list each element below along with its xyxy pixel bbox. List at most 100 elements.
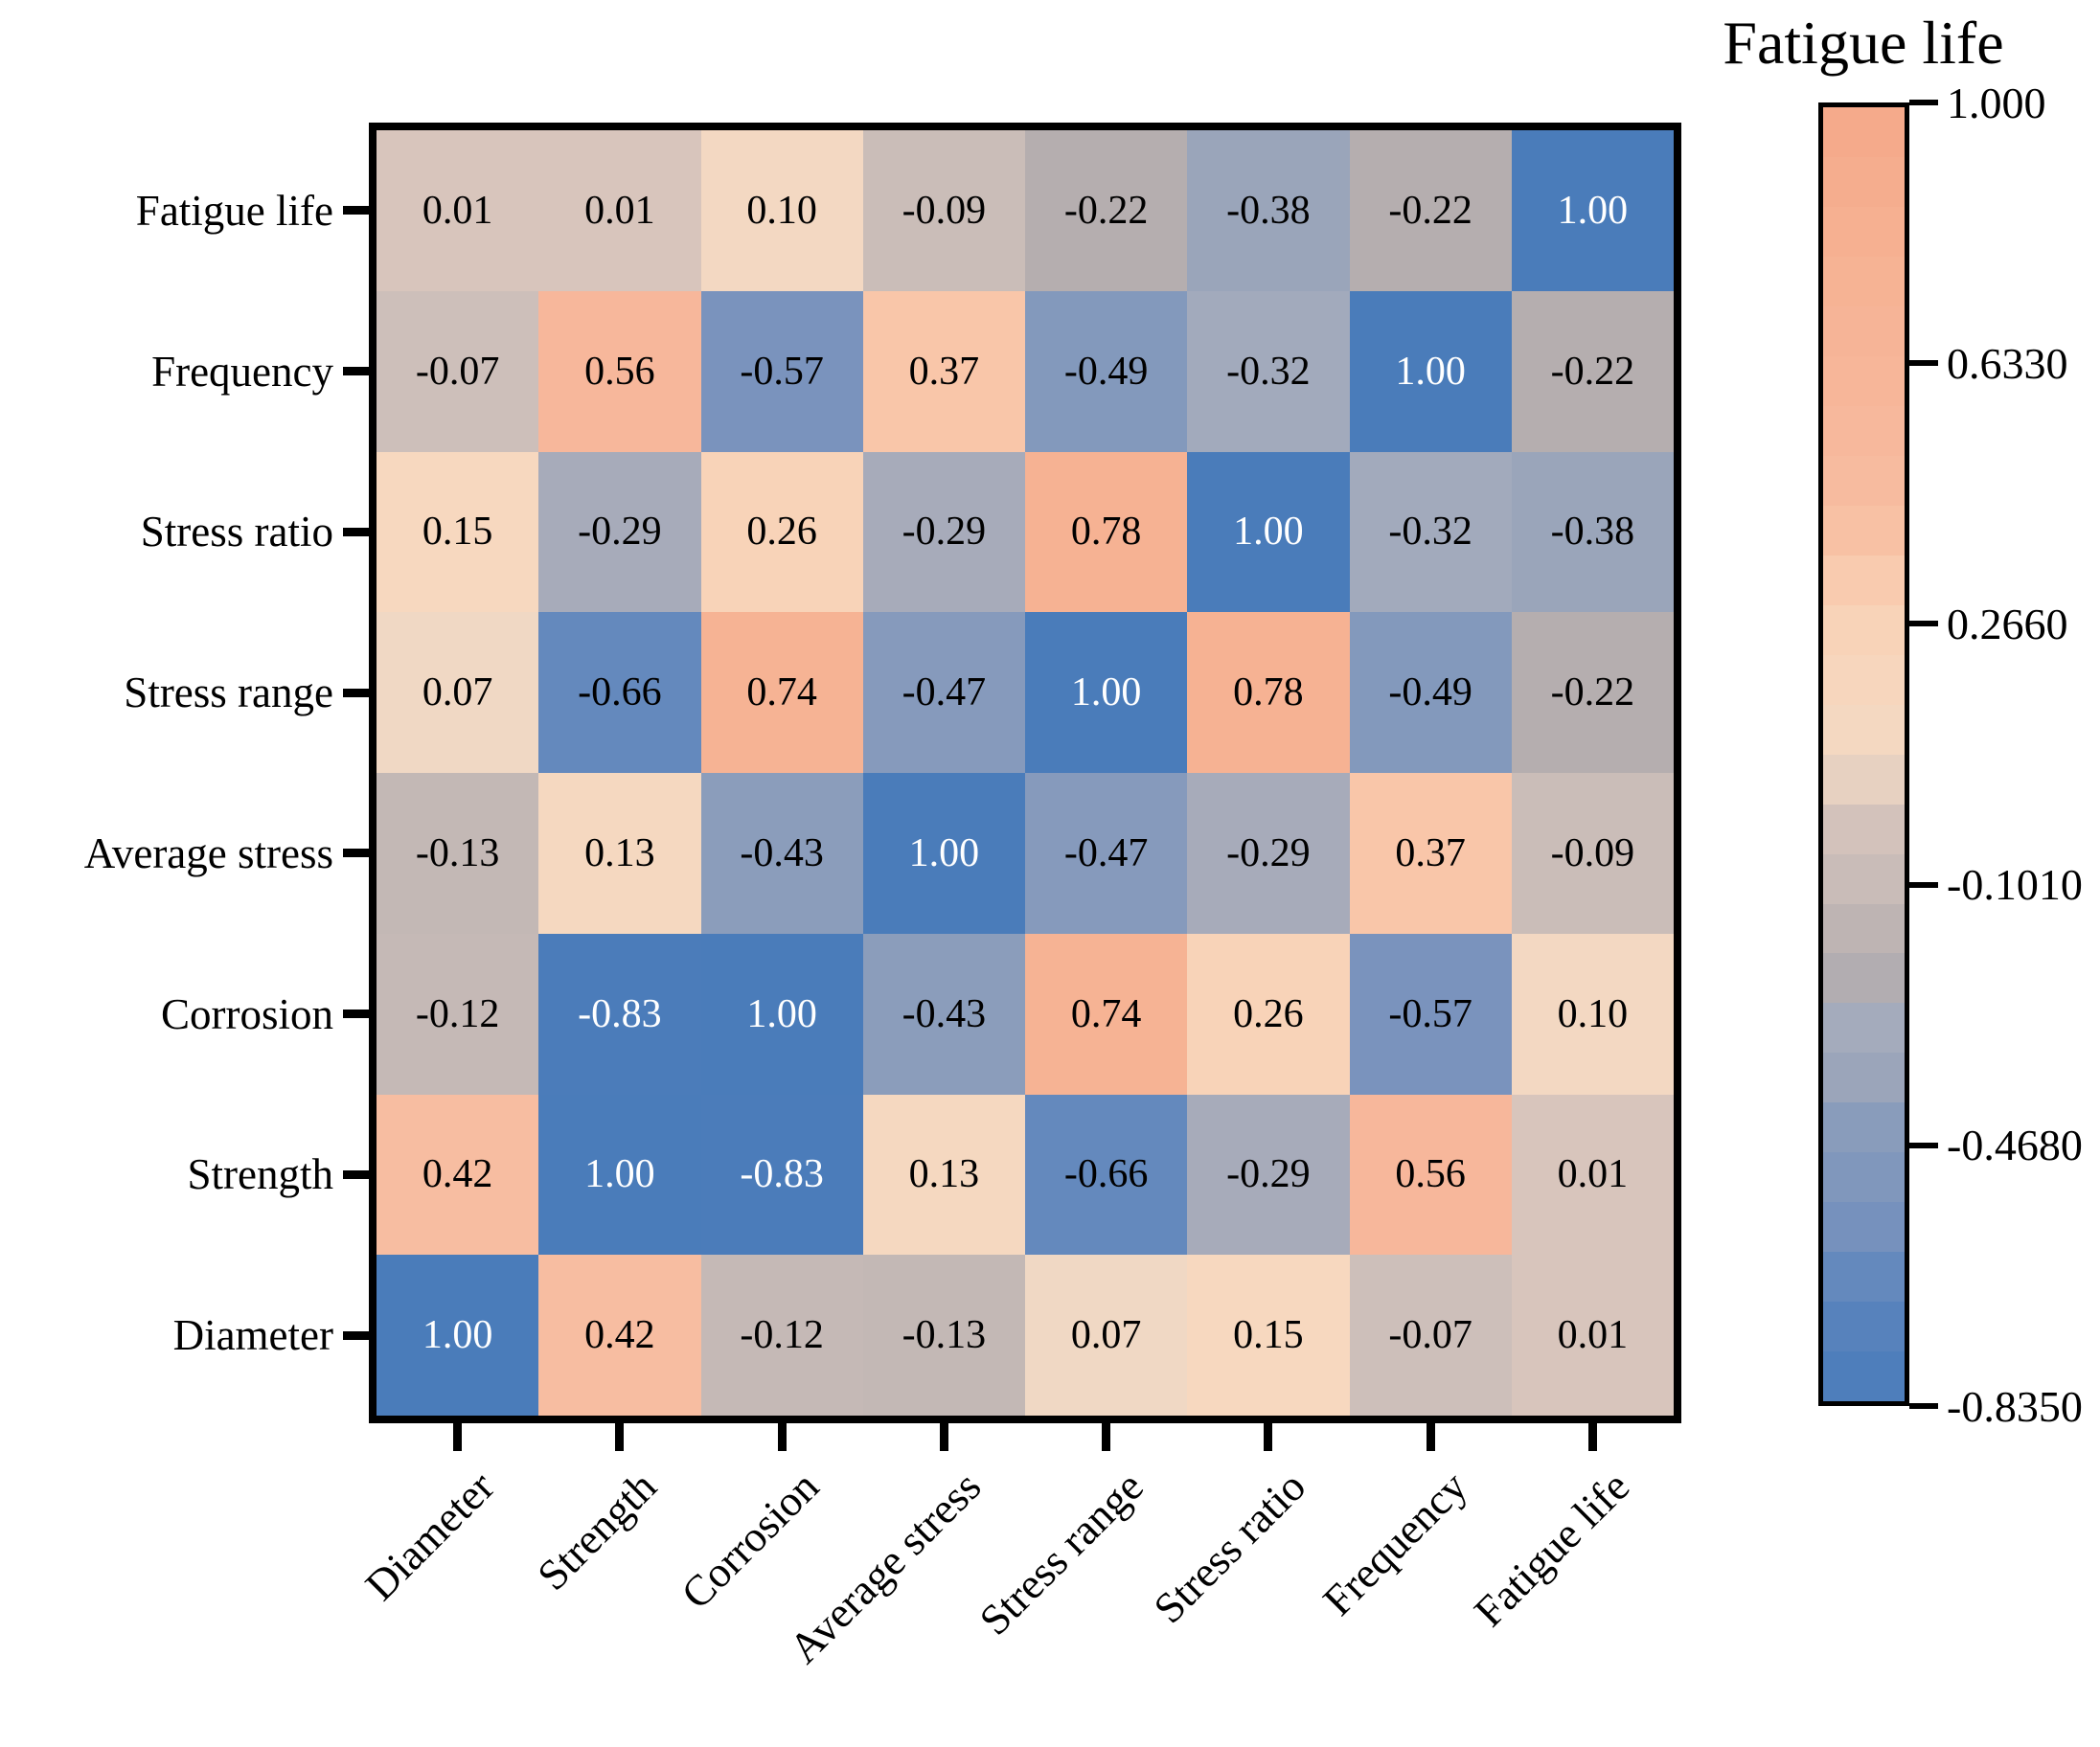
heatmap-cell: -0.38 <box>1511 451 1674 613</box>
colorbar-band <box>1823 1152 1905 1203</box>
x-tick <box>1102 1423 1111 1451</box>
heatmap-cell: 0.07 <box>377 612 539 773</box>
heatmap-cell: 0.74 <box>700 612 863 773</box>
heatmap-cell: -0.22 <box>1511 612 1674 773</box>
x-tick <box>777 1423 787 1451</box>
colorbar-tick <box>1909 1403 1938 1409</box>
x-axis-label: Frequency <box>1313 1462 1477 1625</box>
heatmap-cell: -0.29 <box>862 451 1025 613</box>
heatmap-cell: 0.07 <box>1025 1255 1188 1416</box>
heatmap-cell: -0.22 <box>1025 130 1188 291</box>
heatmap-cell: 1.00 <box>862 773 1025 934</box>
x-axis-label: Diameter <box>355 1462 504 1610</box>
heatmap-cell: -0.66 <box>538 612 701 773</box>
heatmap-cell: -0.12 <box>377 933 539 1095</box>
y-tick <box>343 1010 370 1019</box>
y-axis-label: Diameter <box>172 1311 333 1360</box>
colorbar-gradient <box>1823 107 1905 1402</box>
colorbar-band <box>1823 306 1905 356</box>
y-axis-label: Corrosion <box>161 989 333 1038</box>
x-axis-label: Fatigue life <box>1465 1462 1639 1636</box>
heatmap-cell: -0.49 <box>1349 612 1512 773</box>
colorbar-tick-label: 0.2660 <box>1947 599 2068 648</box>
y-tick <box>343 1169 370 1179</box>
colorbar-band <box>1823 505 1905 556</box>
y-tick <box>343 849 370 858</box>
heatmap-cell: 1.00 <box>1349 290 1512 452</box>
colorbar-title: Fatigue life <box>1723 9 2004 77</box>
heatmap-cell: 0.37 <box>1349 773 1512 934</box>
heatmap-cell: 0.01 <box>538 130 701 291</box>
colorbar-band <box>1823 1302 1905 1352</box>
heatmap-cell: -0.29 <box>1187 773 1350 934</box>
colorbar-band <box>1823 206 1905 257</box>
heatmap-cell: -0.09 <box>1511 773 1674 934</box>
heatmap-cell: -0.43 <box>700 773 863 934</box>
heatmap-cell: -0.38 <box>1187 130 1350 291</box>
y-axis-label: Strength <box>187 1150 334 1199</box>
heatmap-cell: -0.09 <box>862 130 1025 291</box>
heatmap-cell: -0.13 <box>862 1255 1025 1416</box>
heatmap-cell: 0.74 <box>1025 933 1188 1095</box>
colorbar-band <box>1823 355 1905 406</box>
y-axis-label: Stress ratio <box>140 508 333 556</box>
heatmap-cell: 0.10 <box>700 130 863 291</box>
heatmap-cell: 0.10 <box>1511 933 1674 1095</box>
heatmap-cell: 0.13 <box>862 1094 1025 1256</box>
heatmap-cell: 0.26 <box>700 451 863 613</box>
heatmap-cell: 0.56 <box>1349 1094 1512 1256</box>
heatmap-cell: -0.83 <box>700 1094 863 1256</box>
heatmap-cell: 1.00 <box>1025 612 1188 773</box>
heatmap-cell: 0.56 <box>538 290 701 452</box>
colorbar-band <box>1823 555 1905 605</box>
heatmap-cell: -0.43 <box>862 933 1025 1095</box>
heatmap-cell: -0.07 <box>377 290 539 452</box>
colorbar-tick-label: 0.6330 <box>1947 338 2068 388</box>
y-axis-label: Frequency <box>151 347 333 396</box>
colorbar-tick <box>1909 360 1938 367</box>
heatmap-cell: -0.83 <box>538 933 701 1095</box>
colorbar-band <box>1823 1252 1905 1303</box>
x-tick <box>939 1423 948 1451</box>
colorbar-tick-label: 1.000 <box>1947 78 2046 127</box>
x-axis-label: Stress ratio <box>1144 1462 1314 1633</box>
x-tick <box>615 1423 625 1451</box>
colorbar-band <box>1823 1351 1905 1402</box>
heatmap-cell: -0.29 <box>1187 1094 1350 1256</box>
x-tick <box>453 1423 463 1451</box>
colorbar-band <box>1823 1003 1905 1054</box>
colorbar-tick-label: -0.1010 <box>1947 860 2083 910</box>
colorbar-tick-label: -0.4680 <box>1947 1121 2083 1170</box>
heatmap-cell: -0.32 <box>1349 451 1512 613</box>
colorbar-band <box>1823 256 1905 306</box>
heatmap-plot-area: 0.01 0.01 0.10 -0.09 -0.22 -0.38 -0.22 1.00 -0.0… <box>369 123 1681 1423</box>
colorbar <box>1818 102 1909 1406</box>
heatmap-cell: 0.01 <box>377 130 539 291</box>
colorbar-band <box>1823 953 1905 1004</box>
heatmap-cell: -0.66 <box>1025 1094 1188 1256</box>
x-axis-label: Corrosion <box>672 1462 829 1619</box>
heatmap-cell: 0.15 <box>1187 1255 1350 1416</box>
colorbar-tick <box>1909 100 1938 105</box>
colorbar-tick <box>1909 881 1938 888</box>
colorbar-band <box>1823 455 1905 506</box>
colorbar-band <box>1823 804 1905 854</box>
x-tick <box>1264 1423 1273 1451</box>
heatmap-cell: 0.01 <box>1511 1255 1674 1416</box>
colorbar-band <box>1823 156 1905 207</box>
heatmap-cell: 1.00 <box>700 933 863 1095</box>
colorbar-band <box>1823 1053 1905 1103</box>
colorbar-band <box>1823 754 1905 805</box>
colorbar-band <box>1823 903 1905 954</box>
heatmap-cell: -0.49 <box>1025 290 1188 452</box>
heatmap-cell: 0.01 <box>1511 1094 1674 1256</box>
y-tick <box>343 688 370 697</box>
colorbar-band <box>1823 107 1905 157</box>
heatmap-cell: -0.29 <box>538 451 701 613</box>
heatmap-cell: -0.12 <box>700 1255 863 1416</box>
heatmap-cell: -0.07 <box>1349 1255 1512 1416</box>
heatmap-cell: -0.22 <box>1349 130 1512 291</box>
heatmap-cell: 1.00 <box>1511 130 1674 291</box>
y-tick <box>343 367 370 376</box>
